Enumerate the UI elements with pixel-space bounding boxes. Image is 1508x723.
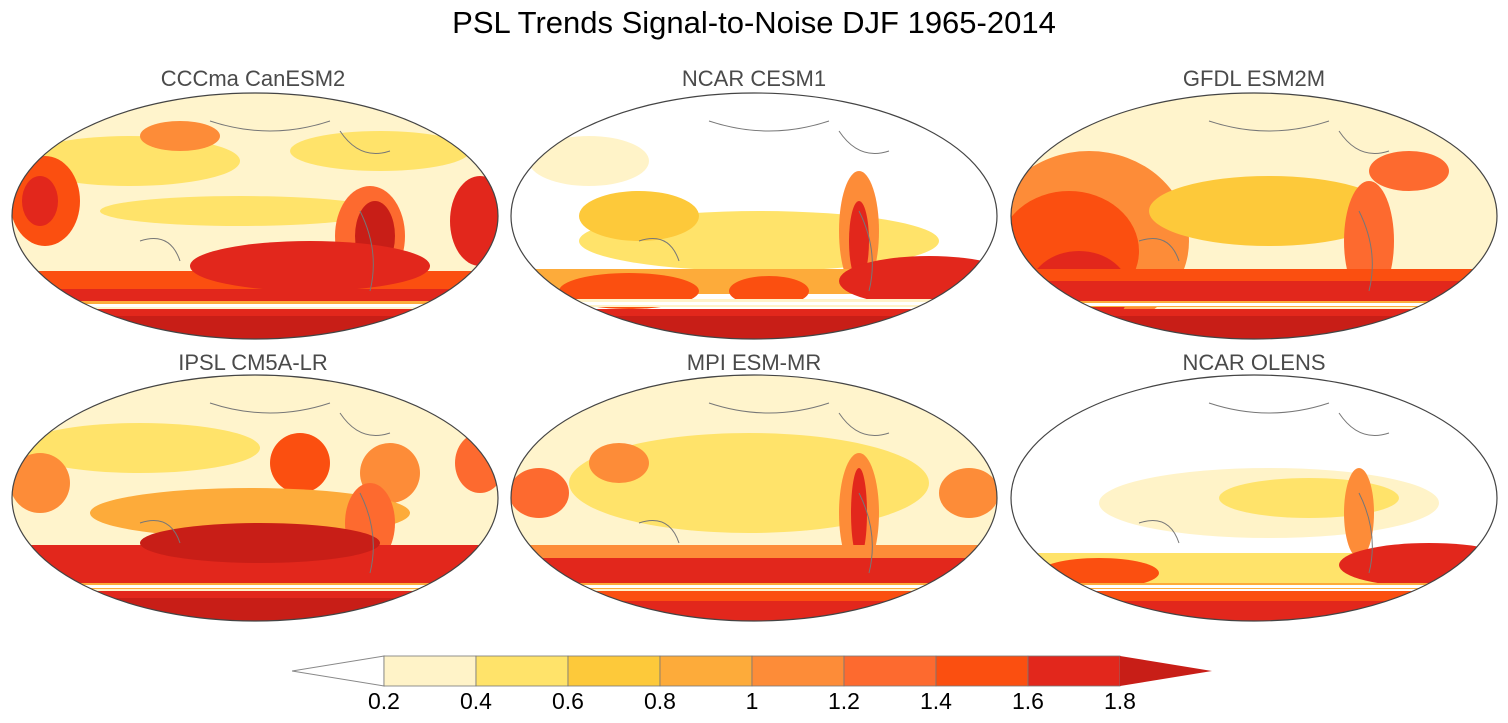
figure-title: PSL Trends Signal-to-Noise DJF 1965-2014: [452, 5, 1056, 40]
colorbar-tick-label: 1.2: [828, 688, 860, 714]
colorbar-triangle-high: [1120, 656, 1212, 686]
colorbar-box: [935, 655, 1029, 687]
map-cm5a-lr: [11, 374, 499, 622]
colorbar-tick-label: 1: [745, 688, 759, 714]
map-olens: [1010, 374, 1498, 622]
panel-title-cm5a-lr: IPSL CM5A-LR: [178, 350, 328, 375]
colorbar-box: [567, 655, 661, 687]
colorbar: [292, 655, 1212, 687]
map-esm2m: [1010, 92, 1498, 340]
panel-title-cesm1: NCAR CESM1: [681, 66, 827, 91]
colorbar-tick-label: 0.6: [552, 688, 584, 714]
colorbar-tick-label: 0.2: [368, 688, 400, 714]
colorbar-tick-label: 0.4: [460, 688, 492, 714]
colorbar-tick-label: 1.8: [1104, 688, 1136, 714]
map-esm-mr: [510, 374, 998, 622]
colorbar-box: [1027, 655, 1121, 687]
colorbar-box: [751, 655, 845, 687]
colorbar-box: [383, 655, 477, 687]
colorbar-tick-label: 1.4: [920, 688, 952, 714]
panel-title-esm2m: GFDL ESM2M: [1182, 66, 1326, 91]
colorbar-box: [659, 655, 753, 687]
map-cesm1: [510, 92, 998, 340]
panel-title-canesm2: CCCma CanESM2: [160, 66, 346, 91]
panel-title-olens: NCAR OLENS: [1182, 350, 1326, 375]
colorbar-triangle-low: [292, 655, 385, 687]
colorbar-tick-label: 1.6: [1012, 688, 1044, 714]
colorbar-box: [843, 655, 937, 687]
map-canesm2: [11, 92, 499, 340]
colorbar-tick-label: 0.8: [644, 688, 676, 714]
panel-title-esm-mr: MPI ESM-MR: [686, 350, 822, 375]
colorbar-box: [475, 655, 569, 687]
